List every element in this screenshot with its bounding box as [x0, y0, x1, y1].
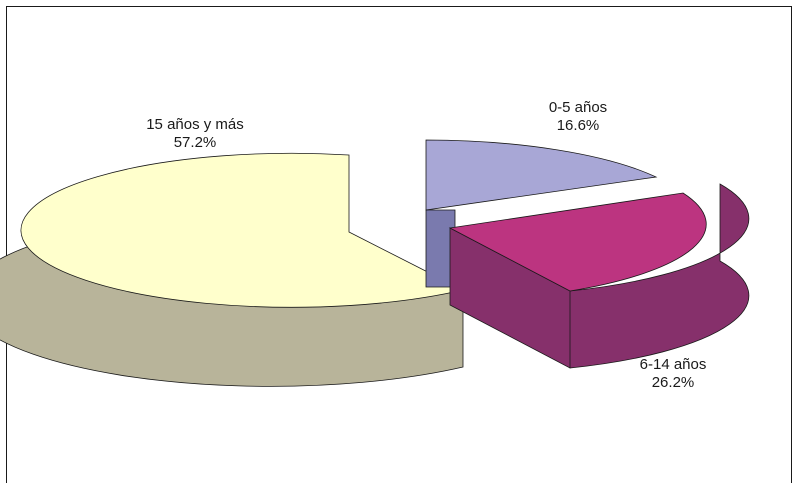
slice-group-6-14	[448, 183, 750, 369]
slice-label-15-mas: 15 años y más	[146, 116, 244, 133]
slice-value-0-5: 16.6%	[557, 117, 600, 134]
slice-label-0-5: 0-5 años	[549, 99, 607, 116]
slice-value-6-14: 26.2%	[652, 374, 695, 391]
slice-group-15-mas	[0, 152, 465, 387]
slice-top-6-14	[448, 192, 707, 292]
slice-group-0-5	[425, 139, 658, 288]
slice-top-15-mas	[20, 152, 465, 308]
slice-value-15-mas: 57.2%	[174, 134, 217, 151]
slice-top-0-5	[425, 139, 658, 211]
slice-label-6-14: 6-14 años	[640, 356, 707, 373]
